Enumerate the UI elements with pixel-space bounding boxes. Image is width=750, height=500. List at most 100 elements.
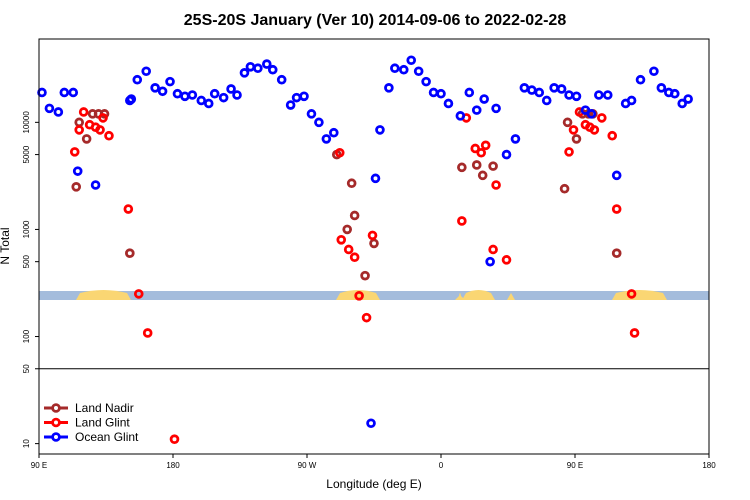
land-glint-point-0	[69, 147, 80, 157]
land-glint-point-34	[607, 130, 618, 141]
ocean-glint-point-44	[421, 76, 431, 87]
ocean-glint-point-76	[677, 98, 687, 109]
land-nadir-point-9	[346, 178, 357, 189]
ocean-glint-point-41	[398, 64, 409, 75]
ocean-glint-point-28	[276, 74, 287, 85]
land-glint-point-33	[596, 113, 607, 123]
land-nadir-point-23	[611, 248, 622, 258]
y-tick-label-1: 50	[22, 364, 31, 373]
ocean-glint-point-51	[479, 94, 489, 104]
ocean-glint-point-38	[375, 125, 385, 135]
ocean-glint-point-9	[132, 74, 143, 85]
land-glint-point-36	[626, 289, 637, 299]
land-glint-point-16	[354, 291, 364, 301]
land-glint-point-26	[501, 255, 512, 265]
land-glint-point-9	[133, 289, 144, 299]
x-axis-label: Longitude (deg E)	[326, 477, 421, 491]
land-nadir-point-6	[125, 248, 135, 258]
land-nadir-point-17	[559, 183, 570, 194]
land-glint-point-35	[611, 204, 622, 214]
land-nadir-point-11	[360, 270, 370, 281]
ocean-glint-point-37	[370, 173, 381, 184]
x-tick-label-1: 180	[166, 461, 180, 470]
ocean-glint-point-48	[455, 111, 466, 121]
ocean-glint-point-42	[406, 55, 417, 66]
ocean-glint-point-10	[141, 66, 152, 77]
ocean-glint-point-26	[261, 59, 272, 69]
land-nadir-point-13	[457, 162, 467, 173]
legend-marker-ocean-glint	[51, 432, 61, 442]
land-glint-point-15	[349, 252, 360, 263]
ocean-glint-point-75	[669, 88, 680, 99]
x-tick-label-4: 90 E	[567, 461, 583, 470]
ocean-glint-point-2	[53, 107, 64, 117]
land-glint-point-2	[78, 107, 89, 117]
land-glint-point-27	[564, 147, 574, 157]
ocean-glint-point-63	[571, 91, 582, 102]
land-nadir-point-18	[562, 117, 573, 128]
ocean-glint-point-71	[635, 74, 646, 85]
ocean-glint-point-19	[209, 88, 220, 99]
y-tick-label-3: 500	[22, 254, 31, 268]
land-glint-point-37	[629, 328, 640, 338]
ocean-glint-point-68	[611, 170, 622, 181]
land-nadir-point-19	[571, 134, 582, 144]
ocean-glint-point-4	[68, 87, 79, 98]
ocean-glint-point-50	[471, 105, 482, 115]
ocean-glint-point-29	[285, 100, 296, 110]
plot-frame	[38, 38, 710, 455]
ocean-glint-point-66	[594, 90, 604, 100]
land-nadir-point-0	[71, 182, 82, 192]
ocean-glint-point-46	[436, 88, 446, 99]
land-glint-point-12	[334, 147, 345, 158]
ocean-glint-point-61	[556, 84, 567, 94]
ocean-glint-point-20	[218, 92, 229, 103]
land-band-segment-4	[462, 290, 495, 300]
ocean-glint-point-36	[366, 418, 376, 429]
legend-marker-land-nadir	[51, 403, 61, 413]
ocean-glint-point-12	[157, 86, 168, 97]
x-tick-label-2: 90 W	[298, 461, 317, 470]
y-tick-label-5: 5000	[22, 145, 31, 163]
land-nadir-point-14	[471, 160, 482, 170]
ocean-glint-point-73	[656, 83, 667, 93]
land-band-segment-5	[507, 290, 515, 300]
land-nadir-point-15	[477, 170, 488, 181]
land-glint-point-8	[123, 204, 134, 214]
ocean-glint-point-6	[90, 180, 101, 190]
legend-label-ocean-glint: Ocean Glint	[75, 430, 139, 444]
y-axis-label: N Total	[0, 227, 12, 264]
land-glint-point-18	[367, 230, 378, 241]
land-glint-point-13	[336, 235, 347, 245]
land-band-segment-3	[455, 293, 465, 300]
ocean-glint-point-31	[299, 91, 309, 102]
land-glint-point-5	[95, 125, 105, 135]
land-glint-point-21	[470, 143, 481, 154]
land-nadir-point-8	[342, 224, 353, 235]
land-glint-point-6	[98, 113, 108, 123]
land-glint-point-1	[74, 125, 84, 135]
ocean-glint-point-21	[226, 84, 236, 94]
land-nadir-point-2	[81, 134, 92, 144]
x-tick-label-5: 180	[702, 461, 716, 470]
land-glint-point-14	[343, 244, 354, 255]
ocean-glint-point-52	[485, 256, 495, 267]
ocean-glint-point-22	[232, 90, 242, 100]
y-tick-label-6: 10000	[22, 111, 31, 134]
ocean-glint-point-27	[267, 64, 278, 75]
ocean-glint-point-16	[187, 90, 198, 100]
ocean-glint-point-33	[314, 117, 324, 128]
ocean-glint-point-11	[150, 83, 160, 93]
land-glint-point-11	[169, 434, 180, 444]
land-glint-point-23	[480, 140, 491, 151]
x-axis-ticks: 90 E 180 90 W 0 90 E 180	[31, 454, 716, 470]
ocean-glint-point-39	[384, 83, 394, 93]
land-nadir-point-10	[349, 210, 360, 221]
legend-label-land-nadir: Land Nadir	[75, 401, 134, 415]
ocean-glint-point-70	[626, 95, 637, 106]
ocean-glint-point-1	[44, 103, 55, 114]
ocean-glint-point-35	[328, 127, 339, 138]
ocean-glint-point-49	[464, 87, 475, 98]
